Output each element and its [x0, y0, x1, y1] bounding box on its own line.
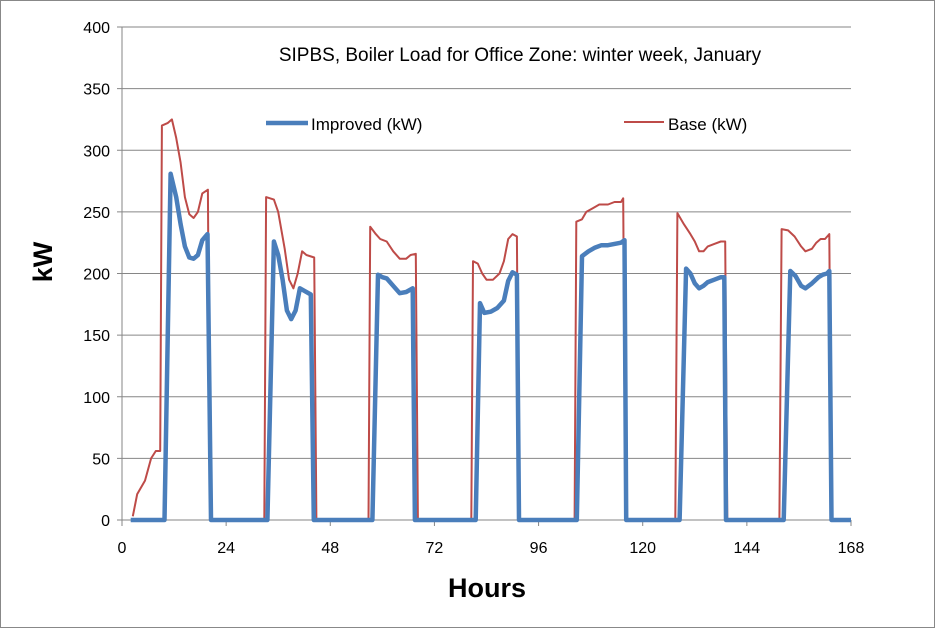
y-tick-label: 200 [83, 267, 110, 284]
x-tick-label: 24 [217, 540, 235, 557]
legend-label-improved: Improved (kW) [311, 115, 422, 134]
series-line-base [131, 118, 851, 521]
x-tick-label: 72 [426, 540, 444, 557]
series-line-improved [130, 171, 851, 523]
y-tick-label: 250 [83, 205, 110, 222]
x-tick-label: 48 [321, 540, 339, 557]
y-tick-label: 350 [83, 82, 110, 99]
x-tick-label: 96 [530, 540, 548, 557]
x-axis-label: Hours [448, 573, 526, 603]
x-tick-label: 120 [629, 540, 656, 557]
y-tick-label: 50 [92, 451, 110, 468]
legend-label-base: Base (kW) [668, 115, 747, 134]
y-tick-label: 0 [101, 513, 110, 530]
y-tick-label: 400 [83, 20, 110, 37]
y-tick-label: 100 [83, 390, 110, 407]
chart-title: SIPBS, Boiler Load for Office Zone: wint… [279, 45, 762, 66]
y-axis-label: kW [28, 241, 58, 282]
x-tick-label: 168 [838, 540, 865, 557]
y-tick-label: 300 [83, 143, 110, 160]
x-tick-label: 0 [118, 540, 127, 557]
legend: Improved (kW) Base (kW) [266, 115, 747, 134]
y-tick-label: 150 [83, 328, 110, 345]
x-tick-label: 144 [734, 540, 761, 557]
